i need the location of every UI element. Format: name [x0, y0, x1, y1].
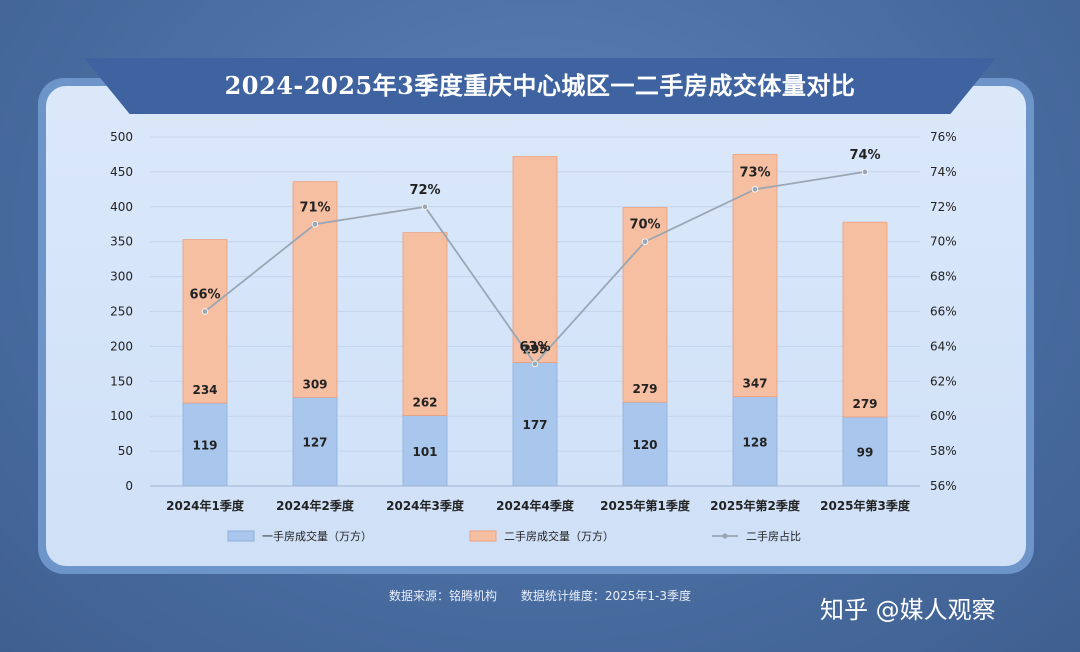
data-label-first-hand: 101 — [412, 445, 437, 459]
right-axis: 56% 58% 60% 62% 64% 66% 68% 70% 72% 74% 76% — [930, 130, 957, 493]
share-label: 63% — [519, 340, 550, 355]
data-label-first-hand: 177 — [522, 418, 547, 432]
share-point — [751, 186, 759, 193]
bar-second-hand — [842, 221, 888, 418]
dimension-text: 数据统计维度：2025年1-3季度 — [520, 589, 691, 603]
right-tick-label: 66% — [930, 305, 957, 319]
left-axis: 0 50 100 150 200 250 300 350 400 450 500 — [110, 130, 133, 493]
left-tick-label: 150 — [110, 374, 133, 388]
brand-watermark: 知乎 @媒人观察 — [820, 596, 996, 624]
right-tick-label: 64% — [930, 339, 957, 353]
chart-title: 2024-2025年3季度重庆中心城区一二手房成交体量对比 — [224, 71, 856, 100]
data-label-second-hand: 234 — [192, 383, 217, 397]
legend-swatch-first-hand — [227, 530, 255, 542]
legend-label-second-hand: 二手房成交量（万方） — [504, 529, 614, 543]
share-label: 72% — [409, 183, 440, 198]
bar-second-hand — [292, 181, 338, 398]
legend-label-share: 二手房占比 — [746, 529, 801, 543]
right-tick-label: 68% — [930, 270, 957, 284]
left-tick-label: 450 — [110, 165, 133, 179]
right-tick-label: 58% — [930, 444, 957, 458]
right-tick-label: 76% — [930, 130, 957, 144]
left-tick-label: 250 — [110, 305, 133, 319]
bar-second-hand — [182, 239, 228, 404]
bar-first-hand — [402, 415, 448, 487]
left-tick-label: 0 — [125, 479, 133, 493]
data-label-first-hand: 120 — [632, 438, 657, 452]
legend-label-first-hand: 一手房成交量（万方） — [262, 529, 372, 543]
x-axis: 2024年1季度 2024年2季度 2024年3季度 2024年4季度 2025年第1季… — [150, 485, 920, 513]
right-tick-label: 72% — [930, 200, 957, 214]
left-tick-label: 200 — [110, 339, 133, 353]
share-label: 66% — [189, 288, 220, 303]
bar-second-hand — [402, 232, 448, 416]
title-banner — [84, 58, 996, 114]
share-point — [311, 221, 319, 228]
left-tick-label: 350 — [110, 235, 133, 249]
data-label-second-hand: 309 — [302, 377, 327, 391]
x-tick-label: 2025年第2季度 — [710, 498, 801, 513]
data-label-first-hand: 119 — [192, 438, 217, 452]
left-tick-label: 50 — [118, 444, 133, 458]
share-point — [861, 168, 869, 176]
x-tick-label: 2024年3季度 — [386, 498, 465, 513]
bar-second-hand — [622, 207, 668, 403]
right-tick-label: 56% — [930, 479, 957, 493]
share-point — [641, 238, 649, 245]
right-tick-label: 60% — [930, 409, 957, 423]
source-text: 数据来源：铭腾机构 — [389, 589, 498, 603]
left-tick-label: 300 — [110, 270, 133, 284]
share-label: 70% — [629, 218, 660, 233]
right-tick-label: 62% — [930, 374, 957, 388]
data-label-first-hand: 127 — [302, 436, 327, 450]
share-label: 71% — [299, 200, 330, 215]
data-label-first-hand: 128 — [742, 435, 767, 449]
data-label-second-hand: 279 — [852, 397, 877, 411]
share-point — [421, 203, 429, 210]
bar-first-hand — [512, 362, 558, 487]
data-label-second-hand: 279 — [632, 382, 657, 396]
bar-first-hand — [842, 416, 888, 487]
bar-first-hand — [292, 396, 338, 487]
x-tick-label: 2024年1季度 — [166, 498, 245, 513]
data-label-second-hand: 295 — [522, 342, 547, 356]
share-line: 66% 71% 72% 63% 70% 73% 74% — [189, 148, 881, 368]
left-tick-label: 100 — [110, 409, 133, 423]
x-tick-label: 2024年4季度 — [496, 498, 575, 513]
share-point — [531, 360, 539, 368]
legend-swatch-share-point — [722, 533, 728, 539]
bar-second-hand — [732, 154, 778, 398]
left-tick-label: 400 — [110, 200, 133, 214]
share-label: 73% — [739, 165, 770, 180]
right-tick-label: 70% — [930, 235, 957, 249]
x-tick-label: 2024年2季度 — [276, 498, 355, 513]
bar-second-hand — [512, 156, 558, 363]
legend-swatch-second-hand — [469, 530, 497, 542]
bar-first-hand — [732, 396, 778, 487]
bars: 119 234 127 309 101 262 177 295 120 279 128 347 99 27… — [182, 154, 888, 487]
data-label-second-hand: 262 — [412, 396, 437, 410]
right-tick-label: 74% — [930, 165, 957, 179]
data-label-second-hand: 347 — [742, 377, 767, 391]
footer-source: 数据来源：铭腾机构 数据统计维度：2025年1-3季度 — [0, 587, 1080, 604]
x-tick-label: 2025年第3季度 — [820, 498, 911, 513]
left-tick-label: 500 — [110, 130, 133, 144]
share-point — [201, 308, 209, 315]
x-tick-label: 2025年第1季度 — [600, 498, 691, 513]
share-label: 74% — [849, 148, 880, 163]
bar-first-hand — [622, 401, 668, 487]
data-label-first-hand: 99 — [857, 445, 874, 459]
legend: 一手房成交量（万方） 二手房成交量（万方） 二手房占比 — [227, 529, 801, 543]
